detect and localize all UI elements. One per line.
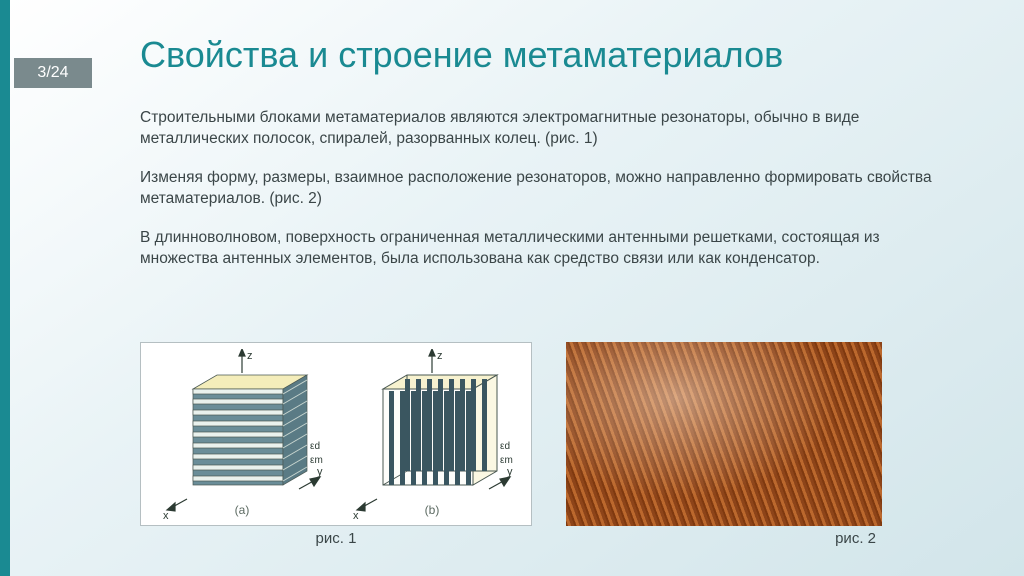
figure-1-box: z x y	[140, 342, 532, 526]
cube-b-label: (b)	[425, 503, 440, 517]
figures-row: z x y	[140, 342, 882, 547]
eps-d-label: εd	[500, 441, 510, 452]
cube-a-label: (a)	[235, 503, 250, 517]
slide-title: Свойства и строение метаматериалов	[140, 34, 783, 76]
eps-m-label: εm	[310, 455, 323, 466]
figure-1: z x y	[140, 342, 532, 547]
figure-2-caption: рис. 2	[566, 530, 882, 547]
figure-2-box	[566, 342, 882, 526]
cube-diagram-b: z x y	[347, 349, 517, 519]
axis-x-label: x	[163, 510, 169, 519]
eps-d-label: εd	[310, 441, 320, 452]
figure-2: рис. 2	[566, 342, 882, 547]
eps-m-label: εm	[500, 455, 513, 466]
axis-z-label: z	[437, 350, 443, 362]
accent-stripe	[0, 0, 10, 576]
copper-mesh-image	[566, 342, 882, 526]
axis-y-label: y	[317, 466, 323, 478]
paragraph: В длинноволновом, поверхность ограниченн…	[140, 228, 940, 270]
paragraph: Строительными блоками метаматериалов явл…	[140, 108, 940, 150]
figure-1-caption: рис. 1	[140, 530, 532, 547]
axis-z-label: z	[247, 350, 253, 362]
cube-diagram-a: z x y	[157, 349, 327, 519]
body-text: Строительными блоками метаматериалов явл…	[140, 108, 940, 288]
page-number-badge: 3/24	[14, 58, 92, 88]
axis-x-label: x	[353, 510, 359, 519]
paragraph: Изменяя форму, размеры, взаимное располо…	[140, 168, 940, 210]
axis-y-label: y	[507, 466, 513, 478]
